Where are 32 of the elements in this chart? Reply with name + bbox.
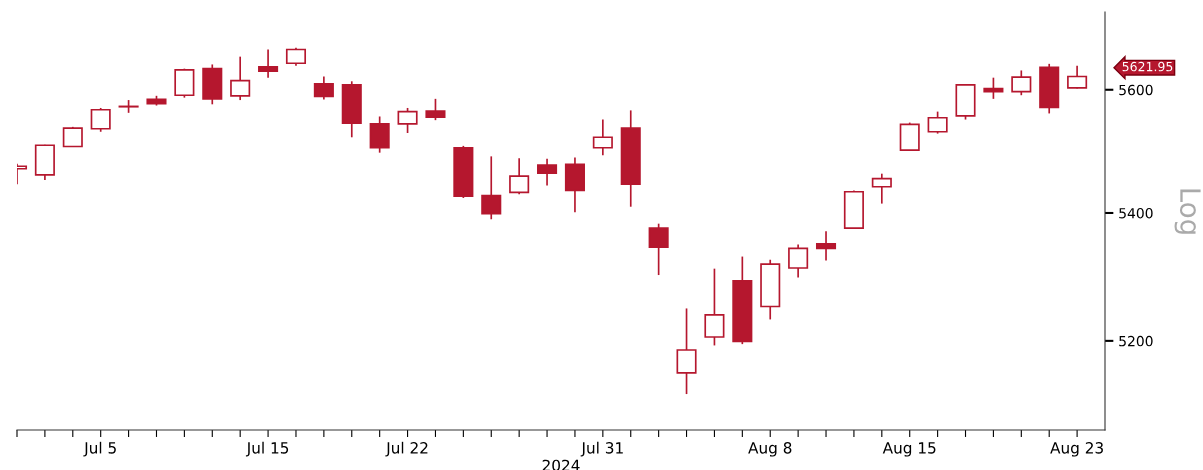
x-tick-label: Aug 23 (1050, 442, 1103, 457)
candlestick (90, 107, 111, 133)
candlestick (481, 155, 502, 221)
candlestick (369, 115, 390, 154)
x-tick-label: Aug 8 (748, 442, 792, 457)
candlestick (1067, 64, 1088, 90)
y-tick-label: 5400 (1119, 207, 1153, 219)
candlestick (397, 107, 418, 134)
candlestick (676, 307, 697, 395)
candlestick (927, 110, 948, 135)
candlestick (258, 48, 279, 79)
x-tick-label: Jul 31 (580, 441, 623, 457)
candlestick (509, 157, 530, 196)
candlestick (1011, 69, 1032, 97)
candlestick (815, 230, 837, 262)
x-tick-label: Jul 15 (245, 441, 289, 457)
candlestick (704, 267, 725, 347)
x-tick-label: Aug 15 (882, 442, 936, 457)
candlestick (313, 75, 334, 101)
candlestick (648, 222, 669, 276)
x-tick-label: Jul 22 (385, 441, 428, 457)
text: Log (1174, 189, 1201, 234)
candlestick (788, 243, 809, 279)
y-tick-label: 5600 (1119, 84, 1153, 96)
candlestick (537, 157, 558, 187)
x-tick-label: Jul 5 (83, 441, 116, 457)
candlestick (230, 55, 251, 101)
candlestick (592, 118, 613, 156)
candlestick (871, 172, 892, 205)
candlestick (425, 98, 446, 121)
text: 5621.95 (1122, 61, 1173, 72)
y-tick-label: 5200 (1119, 335, 1153, 347)
